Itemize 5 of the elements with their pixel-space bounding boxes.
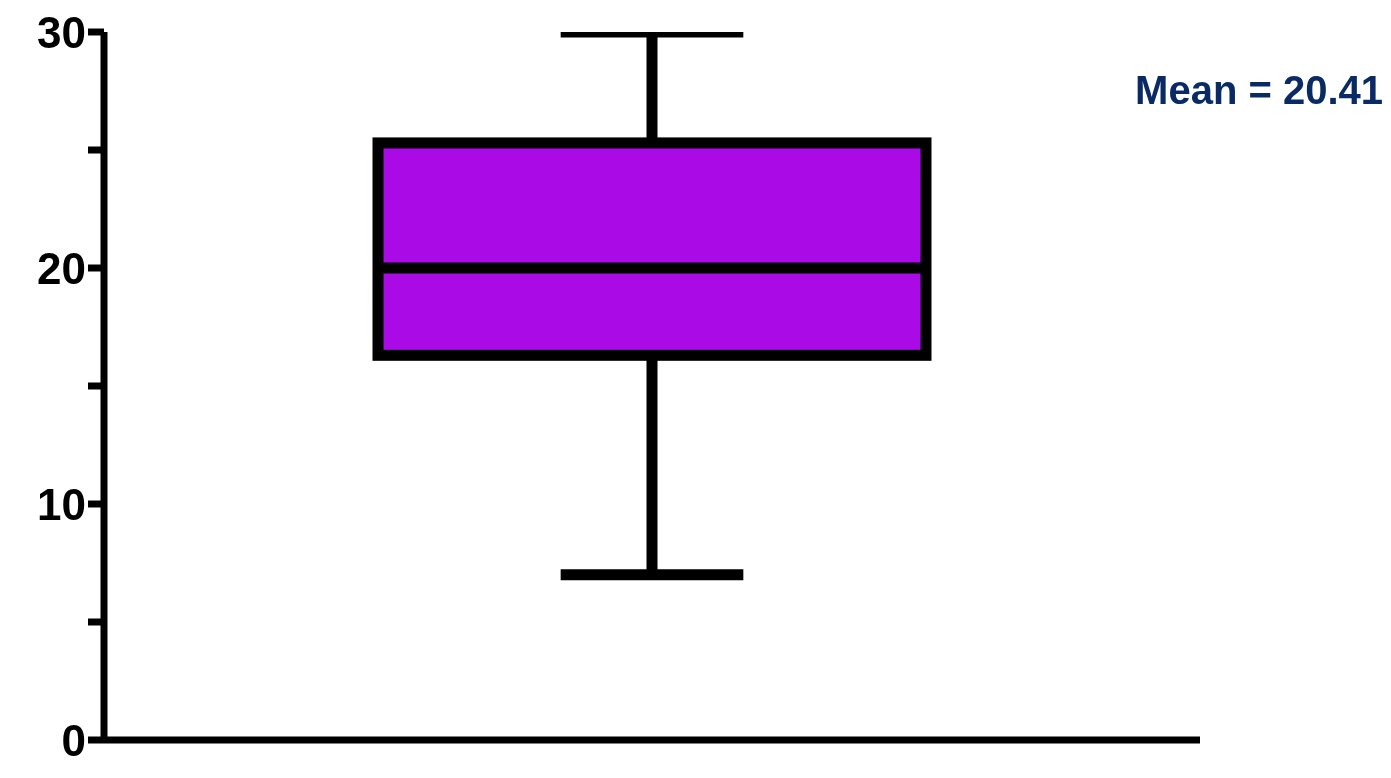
y-tick-label: 10	[37, 479, 86, 529]
annotation: Mean = 20.41	[1135, 68, 1383, 113]
y-tick-label: 30	[37, 7, 86, 57]
y-tick-label: 0	[61, 715, 86, 765]
y-tick-label: 20	[37, 243, 86, 293]
